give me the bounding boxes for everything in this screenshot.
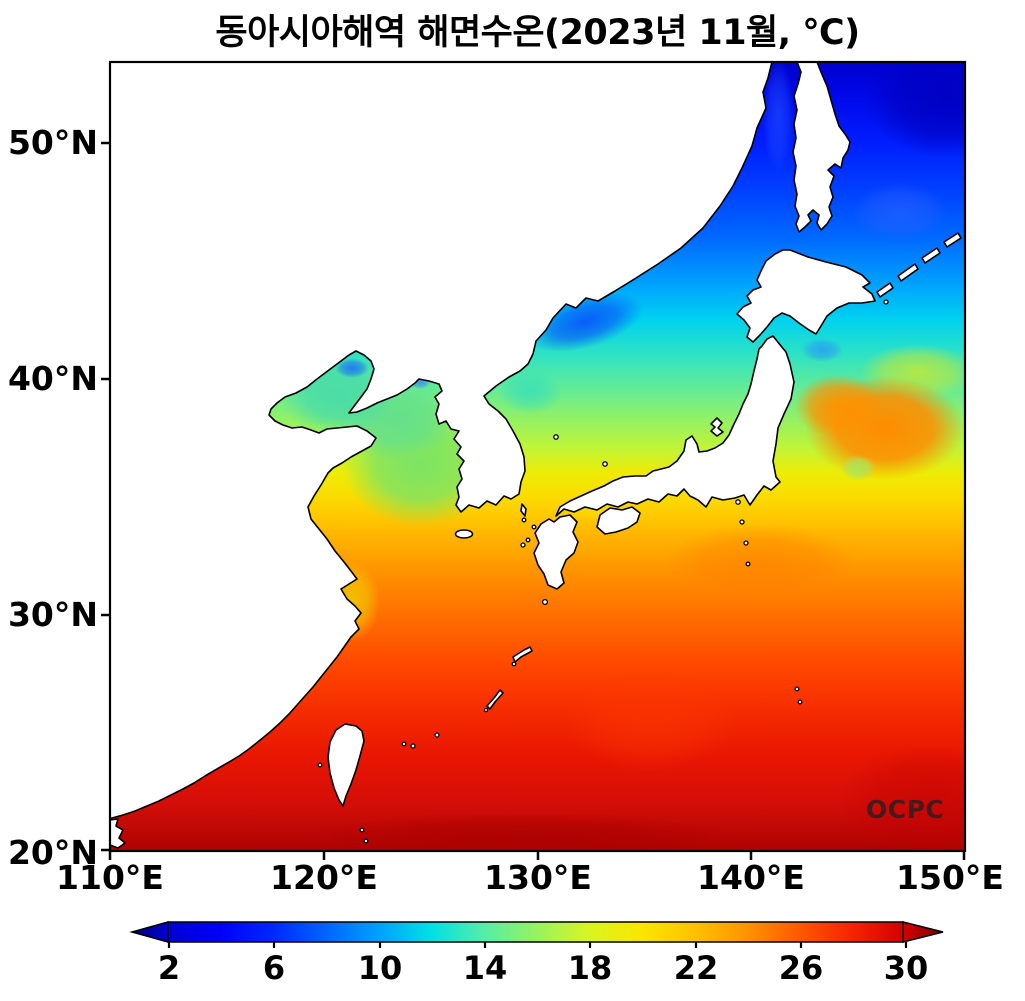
island-oki	[602, 461, 608, 467]
colorbar-label-6: 6	[262, 949, 286, 987]
island-hokkaido	[736, 249, 876, 343]
island-ulleung	[553, 434, 559, 440]
land-mainland-asia-korea	[110, 62, 773, 820]
y-axis-label-20n: 20°N	[7, 833, 98, 872]
island-penghu	[317, 762, 323, 768]
colorbar-label-26: 26	[778, 949, 824, 987]
x-axis-label-120e: 120°E	[270, 858, 378, 897]
colorbar-label-10: 10	[357, 949, 403, 987]
small-islands	[317, 417, 803, 844]
island-jeju	[454, 529, 474, 539]
ogasawara-islands	[794, 686, 800, 692]
island-sakhalin	[792, 62, 851, 233]
colorbar-label-22: 22	[673, 949, 719, 987]
colorbar-arrow-left	[129, 921, 169, 943]
island-iki	[531, 524, 537, 530]
colorbar-ticks	[167, 942, 908, 948]
y-axis-label-40n: 40°N	[7, 359, 98, 398]
kuril-islands	[876, 232, 962, 305]
colorbar-label-18: 18	[567, 949, 613, 987]
land-leizhou-peninsula	[110, 818, 126, 849]
x-axis-label-140e: 140°E	[697, 858, 805, 897]
colorbar-label-14: 14	[462, 949, 508, 987]
x-axis-label-110e: 110°E	[56, 858, 164, 897]
colorbar-arrow-right	[902, 921, 944, 943]
y-axis-label-50n: 50°N	[7, 123, 98, 162]
colorbar-gradient-bar	[167, 921, 904, 943]
x-axis-label-150e: 150°E	[896, 858, 1004, 897]
x-axis-label-130e: 130°E	[484, 858, 592, 897]
y-axis-label-30n: 30°N	[7, 595, 98, 634]
ocpc-watermark: OCPC	[866, 795, 945, 824]
colorbar-label-2: 2	[157, 949, 181, 987]
land-masses	[110, 62, 962, 849]
island-taiwan	[327, 723, 365, 807]
island-kyushu	[533, 514, 579, 590]
colorbar-label-30: 30	[883, 949, 929, 987]
axis-ticks	[101, 141, 966, 860]
island-honshu	[555, 335, 795, 517]
island-tsushima	[520, 503, 527, 517]
colorbar	[129, 921, 944, 948]
island-shikoku	[596, 506, 641, 535]
island-okinawa	[486, 689, 504, 710]
plot-title: 동아시아해역 해면수온(2023년 11월, ℃)	[215, 13, 860, 53]
island-sado	[710, 417, 724, 437]
